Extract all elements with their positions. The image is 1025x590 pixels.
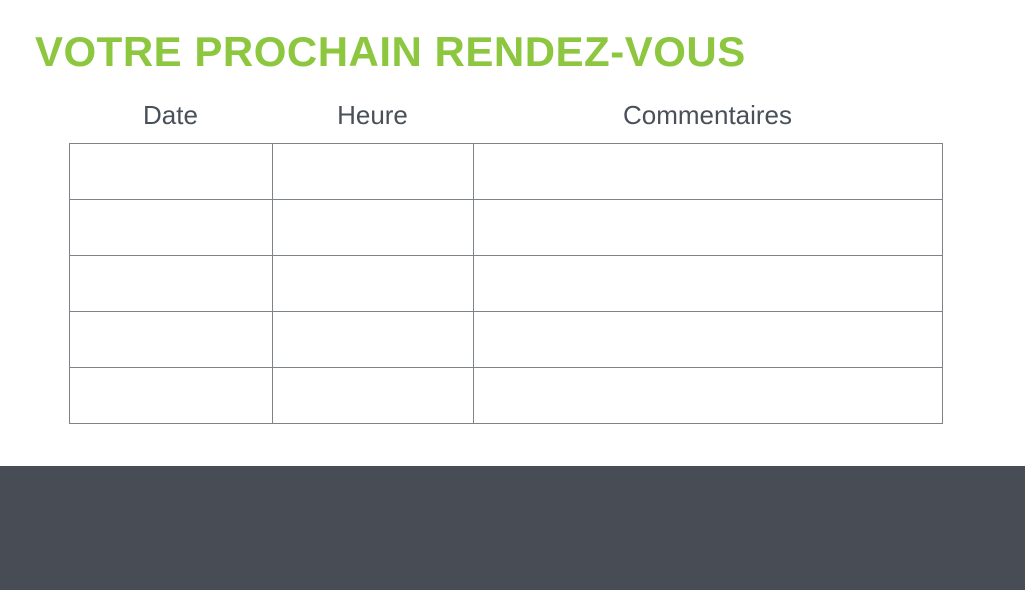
table-cell [272,199,474,256]
table-row [69,255,943,312]
page-title: VOTRE PROCHAIN RENDEZ-VOUS [35,28,746,75]
column-header-date: Date [143,100,198,130]
table-cell [272,143,474,200]
table-cell [473,311,943,368]
table-cell [473,255,943,312]
column-header-commentaires: Commentaires [622,100,793,130]
table-cell [272,367,474,424]
table-cell [69,199,273,256]
footer-bar [0,466,1025,590]
table-cell [473,199,943,256]
table-row [69,367,943,424]
table-cell [69,143,273,200]
table-cell [473,143,943,200]
appointments-table-body [69,143,943,424]
table-column-headers: Date Heure Commentaires [69,100,942,131]
table-cell [272,255,474,312]
appointments-table [69,143,943,424]
column-header-heure: Heure [337,100,408,130]
table-row [69,311,943,368]
table-row [69,199,943,256]
table-cell [69,367,273,424]
table-row [69,143,943,200]
table-cell [473,367,943,424]
table-cell [272,311,474,368]
table-cell [69,311,273,368]
table-cell [69,255,273,312]
